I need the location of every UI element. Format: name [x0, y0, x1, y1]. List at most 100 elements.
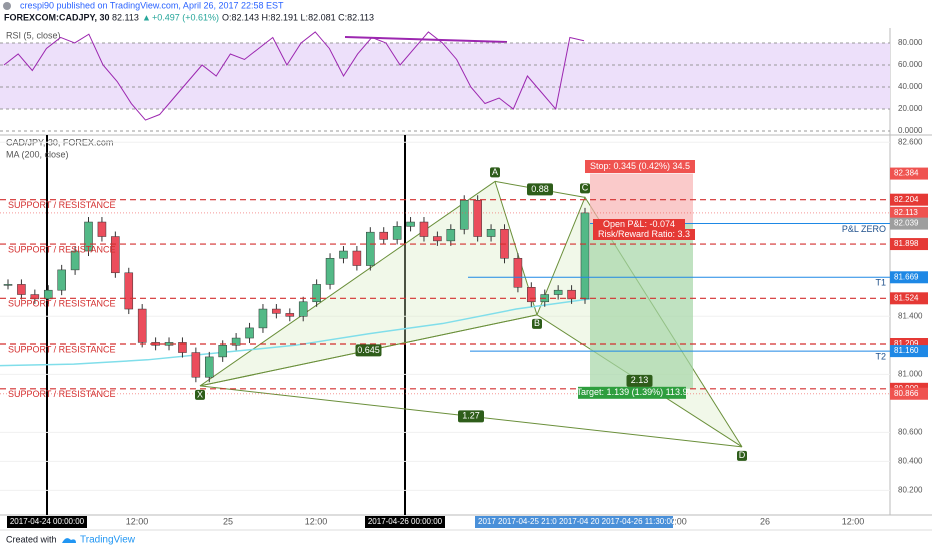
risk-reward: Risk/Reward Ratio: 3.3: [598, 229, 690, 239]
target-label: P&L ZERO: [842, 224, 886, 234]
crosshair-label: 2017 2017-04-25 21:0 2017-04 20 2017-04-…: [478, 517, 676, 526]
price-label-bg: [890, 206, 928, 219]
rsi-band: [0, 42, 890, 110]
candle: [17, 284, 26, 295]
candle: [433, 236, 442, 242]
y-tick-label: 80.600: [898, 427, 923, 436]
pattern-point: X: [197, 389, 203, 399]
price-label-bg: [890, 217, 928, 230]
candle: [57, 269, 66, 291]
ratio-bg: [458, 410, 484, 423]
candle: [325, 258, 335, 285]
price-label: 82.384: [894, 169, 919, 178]
candle: [513, 258, 523, 288]
footer-brand: TradingView: [80, 535, 136, 546]
time-marker: 2017-04-24 00:00:00: [10, 517, 85, 526]
price-label: 81.209: [894, 339, 919, 348]
stop-zone: [590, 173, 693, 224]
candle: [231, 337, 241, 346]
y-tick-label: 80.200: [898, 485, 923, 494]
candle: [43, 289, 53, 300]
candle: [392, 226, 402, 240]
candle: [191, 352, 201, 378]
candle: [339, 250, 348, 259]
ma-title: MA (200, close): [6, 149, 69, 159]
ratio-bg: [527, 183, 553, 196]
price-label-bg: [890, 167, 928, 180]
time-label: 26: [760, 516, 770, 526]
pattern-point: D: [739, 450, 746, 460]
price-label: 82.113: [894, 208, 918, 217]
y-tick-label: 81.400: [898, 311, 923, 320]
y-tick-label: 81.000: [898, 369, 923, 378]
target-label: T1: [875, 278, 886, 288]
ma-line: [0, 298, 591, 367]
price-label-bg: [890, 193, 928, 206]
candle: [70, 250, 80, 271]
ratio-label: 0.88: [531, 184, 549, 194]
pattern-point: A: [492, 167, 498, 177]
target-zone: [590, 223, 693, 389]
candle: [178, 342, 187, 353]
ohlc: O:82.143 H:82.191 L:82.081 C:82.113: [222, 12, 374, 22]
candle: [97, 221, 107, 237]
stop-text-bg: [585, 160, 695, 173]
risk-reward-bg: [593, 229, 695, 240]
price-label-bg: [890, 292, 928, 305]
candle: [258, 308, 268, 329]
y-tick-label: 82.600: [898, 137, 923, 146]
last-price: 82.113: [112, 12, 139, 22]
rsi-tick-label: 20.000: [898, 104, 923, 113]
candle: [124, 272, 134, 310]
pattern-point-bg: [195, 389, 205, 400]
price-label: 81.524: [894, 293, 919, 302]
time-label: 25: [223, 516, 233, 526]
target-text-bg: [578, 386, 686, 399]
candle: [580, 212, 590, 300]
candle: [137, 308, 147, 343]
pattern-point-bg: [737, 450, 747, 461]
pattern-point: B: [534, 318, 540, 328]
time-label: 2:00: [669, 516, 687, 526]
stop-text: Stop: 0.345 (0.42%) 34.5: [590, 161, 690, 171]
rsi-tick-label: 60.000: [898, 60, 923, 69]
price-label: 80.866: [894, 389, 919, 398]
rsi-tick-label: 0.0000: [898, 126, 923, 135]
ratio-label: 2.13: [631, 375, 649, 385]
candle: [298, 301, 308, 317]
candle: [84, 221, 93, 252]
candle: [205, 356, 214, 378]
open-pl: Open P&L: -0.074: [603, 219, 675, 229]
price-label-bg: [890, 387, 928, 400]
candle: [218, 345, 227, 358]
pattern-point-bg: [490, 167, 500, 178]
rsi-title: RSI (5, close): [6, 30, 61, 40]
candle: [352, 250, 362, 266]
candle: [245, 327, 254, 339]
time-marker: 2017-04-26 00:00:00: [368, 517, 443, 526]
price-label-bg: [890, 238, 928, 251]
symbol: FOREXCOM:CADJPY, 30: [4, 12, 110, 22]
rsi-tick-label: 40.000: [898, 82, 923, 91]
footer-created: Created with: [6, 534, 57, 544]
candle: [567, 289, 576, 300]
ratio-label: 1.27: [462, 411, 480, 421]
price-label: 81.669: [894, 272, 919, 281]
target-text: Target: 1.139 (1.39%) 113.9: [577, 387, 688, 397]
avatar: [3, 2, 11, 10]
support-resistance-label: SUPPORT / RESISTANCE: [8, 344, 116, 354]
price-label-bg: [890, 271, 928, 284]
candle: [272, 308, 281, 314]
candle: [312, 284, 321, 303]
open-pl-bg: [593, 219, 685, 230]
rsi-tick-label: 80.000: [898, 38, 923, 47]
time-label: 12:00: [305, 516, 328, 526]
candle: [446, 229, 456, 242]
time-marker-bg: [365, 516, 445, 528]
target-label: T2: [875, 351, 886, 361]
support-resistance-label: SUPPORT / RESISTANCE: [8, 389, 116, 399]
change-arrow: ▲: [142, 12, 151, 22]
price-label-bg: [890, 345, 928, 358]
price-label: 82.204: [894, 195, 919, 204]
